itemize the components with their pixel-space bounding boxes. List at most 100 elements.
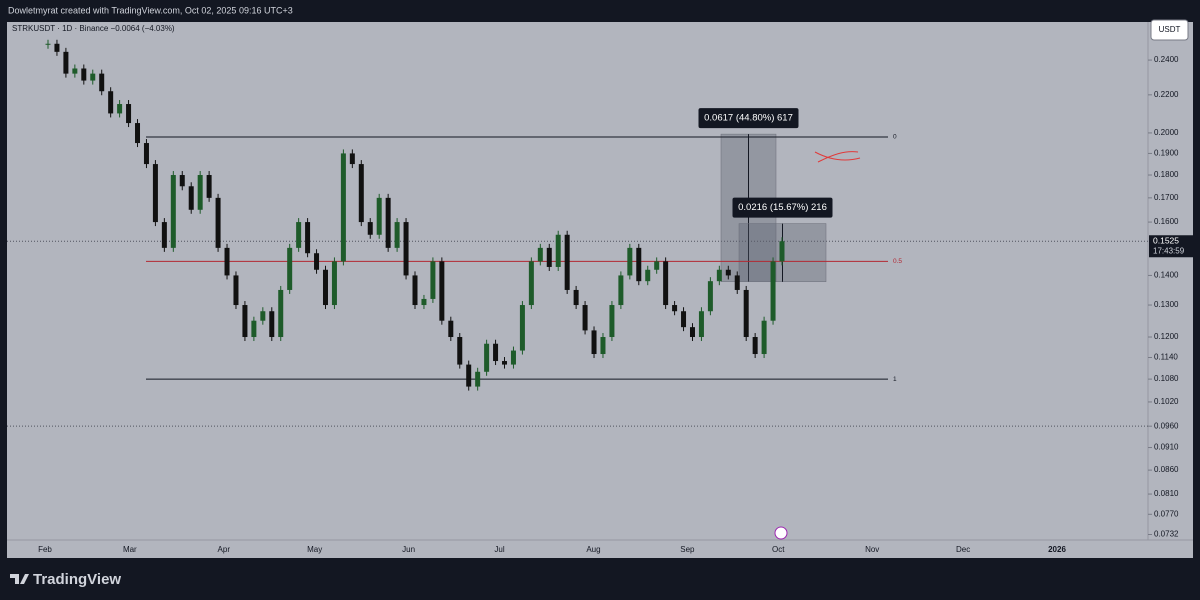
candle <box>367 222 373 235</box>
candle <box>645 269 651 282</box>
candle <box>224 247 230 276</box>
measure-label: 0.0216 (15.67%) 216 <box>738 202 827 213</box>
candle <box>528 261 534 306</box>
candle <box>242 305 248 338</box>
y-tick-label: 0.1600 <box>1154 217 1179 226</box>
y-tick-label: 0.1700 <box>1154 193 1179 202</box>
x-tick-label: Aug <box>586 545 600 554</box>
x-tick-label: Feb <box>38 545 52 554</box>
candle <box>743 289 749 338</box>
candle <box>573 289 579 306</box>
candle <box>45 43 51 45</box>
red-stroke <box>814 151 861 161</box>
candle <box>54 43 60 52</box>
candle <box>761 320 767 355</box>
red-x-drawing <box>814 151 861 163</box>
red-stroke <box>817 151 859 163</box>
candle <box>519 305 525 351</box>
candle <box>206 175 212 198</box>
x-tick-label: Apr <box>218 545 231 554</box>
candle <box>439 261 445 321</box>
candle <box>314 253 320 270</box>
candle <box>564 234 570 290</box>
candle <box>296 222 302 248</box>
candle <box>197 175 203 210</box>
candle <box>278 289 284 338</box>
candle <box>591 330 597 355</box>
candle <box>725 269 731 276</box>
candle <box>135 123 141 144</box>
candle <box>770 261 776 321</box>
candle <box>779 241 785 262</box>
candle <box>510 350 516 365</box>
candle <box>448 320 454 338</box>
price-tag: 0.1525 <box>1153 236 1179 246</box>
candle <box>752 337 758 355</box>
y-tick-label: 0.1020 <box>1154 397 1179 406</box>
symbol-line: STRKUSDT · 1D · Binance −0.0064 (−4.03%) <box>12 24 175 33</box>
candle <box>582 305 588 331</box>
currency-button[interactable] <box>1150 19 1189 41</box>
candle <box>555 234 561 267</box>
candle <box>349 153 355 165</box>
x-tick-label: Jun <box>402 545 415 554</box>
x-tick-label: Oct <box>772 545 785 554</box>
candle <box>672 305 678 312</box>
candle <box>358 164 364 223</box>
candle <box>600 337 606 355</box>
candle <box>636 247 642 282</box>
candle <box>331 261 337 306</box>
candle <box>215 197 221 248</box>
measure-label-bg <box>732 197 833 218</box>
y-tick-label: 0.1200 <box>1154 332 1179 341</box>
candle <box>287 247 293 290</box>
candle <box>627 247 633 276</box>
candle <box>698 311 704 338</box>
y-tick-label: 0.1140 <box>1154 353 1178 362</box>
candle <box>689 327 695 338</box>
countdown: 17:43:59 <box>1153 246 1185 255</box>
y-tick-label: 0.0960 <box>1154 421 1179 430</box>
candle <box>502 361 508 365</box>
header-text: Dowletmyrat created with TradingView.com… <box>8 5 293 15</box>
level-label: 0 <box>893 134 897 141</box>
candle <box>716 269 722 282</box>
candle <box>117 104 123 114</box>
candle <box>143 143 149 165</box>
y-tick-label: 0.0810 <box>1154 489 1179 498</box>
x-tick-label: Nov <box>865 545 879 554</box>
candle <box>322 269 328 306</box>
candle <box>63 51 69 74</box>
y-tick-label: 0.0910 <box>1154 443 1179 452</box>
event-icon[interactable] <box>774 526 788 540</box>
chart-pane <box>7 22 1193 558</box>
candle <box>663 261 669 306</box>
candle <box>376 197 382 235</box>
price-tag-bg <box>1149 235 1193 258</box>
candle <box>394 222 400 248</box>
y-tick-label: 0.0732 <box>1154 530 1179 539</box>
candle <box>734 275 740 290</box>
candle <box>170 175 176 248</box>
currency-label[interactable]: USDT <box>1159 25 1181 34</box>
candle <box>707 281 713 312</box>
candle <box>493 343 499 362</box>
y-tick-label: 0.2400 <box>1154 55 1179 64</box>
candle <box>108 91 114 114</box>
y-tick-label: 0.1300 <box>1154 300 1179 309</box>
candle <box>385 197 391 248</box>
candle <box>484 343 490 372</box>
candle <box>251 320 257 338</box>
candle <box>412 275 418 306</box>
y-tick-label: 0.1900 <box>1154 149 1179 158</box>
candle <box>161 222 167 248</box>
candle <box>340 153 346 262</box>
candle <box>269 311 275 338</box>
candle <box>152 164 158 223</box>
candle <box>681 311 687 328</box>
candle <box>421 298 427 306</box>
candle <box>618 275 624 306</box>
x-tick-label: Mar <box>123 545 137 554</box>
candle <box>90 73 96 81</box>
